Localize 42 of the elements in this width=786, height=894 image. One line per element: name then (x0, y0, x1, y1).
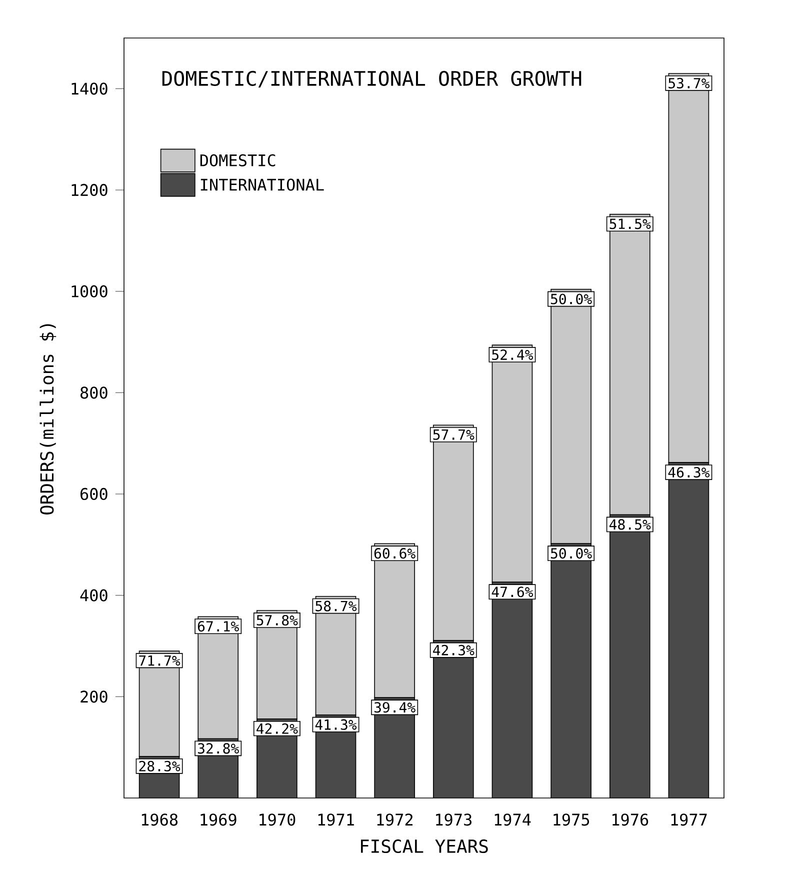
annotation: 48.5% (609, 519, 651, 530)
y-tick-label: 400 (80, 589, 108, 602)
y-axis-title: ORDERS(millions $) (40, 324, 56, 514)
annotation: 32.8% (198, 743, 239, 754)
annotation: 57.8% (256, 614, 298, 626)
x-tick-label: 1973 (436, 814, 472, 826)
annotation: 60.6% (374, 548, 416, 559)
annotation: 41.3% (315, 719, 357, 730)
annotation: 39.4% (374, 702, 416, 713)
x-tick-label: 1977 (671, 814, 707, 826)
x-tick-label: 1975 (554, 814, 590, 826)
x-tick-label: 1968 (142, 814, 178, 826)
annotation: 53.7% (668, 78, 710, 88)
annotation: 58.7% (316, 600, 357, 612)
y-tick-label: 600 (80, 488, 108, 500)
text: DOMESTIC/INTERNATIONAL ORDER GROWTH (162, 70, 582, 88)
annotation: 42.3% (433, 644, 474, 656)
annotation: 50.0% (550, 548, 592, 559)
annotation: 50.0% (550, 294, 592, 304)
y-tick-label: 1000 (72, 285, 108, 298)
annotation: 46.3% (668, 466, 710, 478)
annotation: 57.7% (433, 430, 474, 440)
x-tick-label: 1976 (612, 814, 648, 826)
y-tick-label: 1200 (72, 184, 108, 196)
x-tick-label: 1969 (200, 814, 236, 826)
annotation: 47.6% (492, 586, 534, 598)
legend-label: INTERNATIONAL (200, 178, 324, 191)
legend-label: DOMESTIC (200, 154, 276, 166)
x-tick-label: 1974 (494, 814, 531, 826)
x-tick-label: 1971 (318, 814, 354, 826)
y-tick-label: 200 (80, 690, 108, 703)
x-tick-label: 1972 (377, 814, 412, 826)
annotation: 71.7% (139, 655, 180, 666)
annotation: 52.4% (492, 349, 534, 360)
x-tick-label: 1970 (260, 814, 296, 826)
annotation: 67.1% (198, 621, 239, 632)
annotation: 28.3% (139, 760, 180, 772)
x-axis-title: FISCAL YEARS (361, 839, 488, 854)
annotation: 42.2% (256, 723, 298, 734)
annotation: 51.5% (610, 218, 651, 230)
y-tick-label: 1400 (72, 82, 108, 95)
y-tick-label: 800 (80, 386, 108, 399)
